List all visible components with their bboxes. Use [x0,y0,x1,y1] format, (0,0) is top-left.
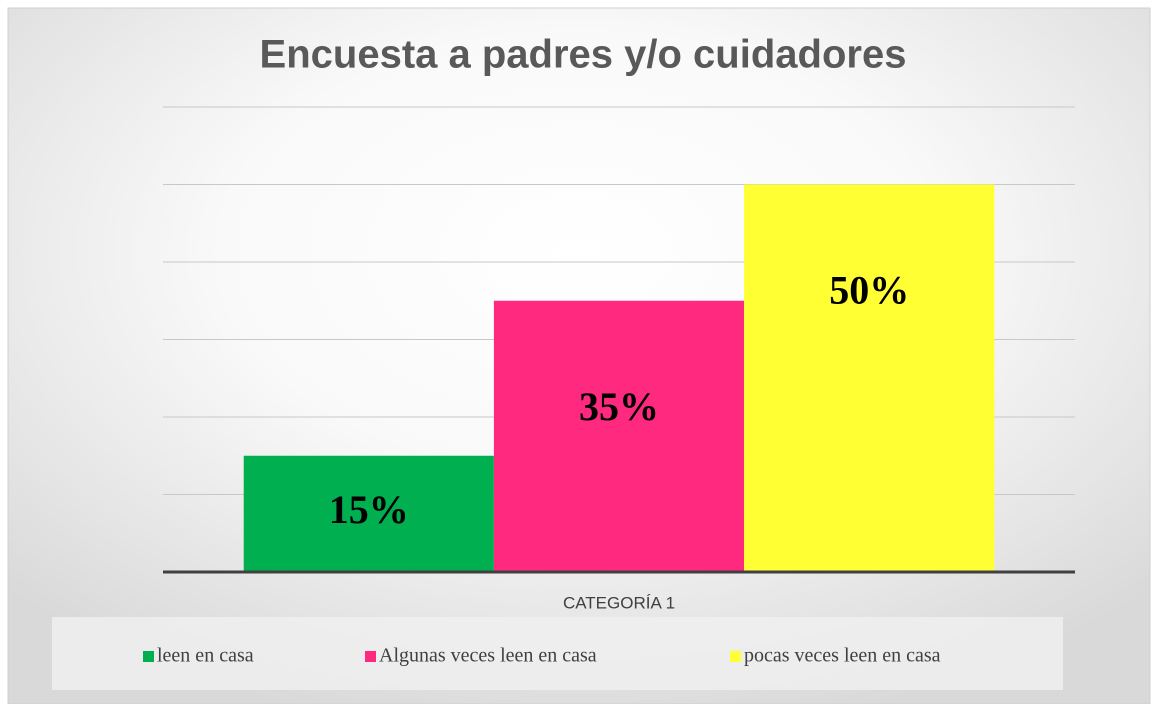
data-label: 15% [329,487,409,532]
legend-label: pocas veces leen en casa [744,645,941,667]
data-label: 50% [829,268,909,313]
bar [744,184,995,572]
legend-box [52,617,1063,690]
legend-label: leen en casa [157,645,254,667]
legend-swatch [730,651,741,662]
legend-swatch [143,651,154,662]
bar [243,455,494,572]
chart-title: Encuesta a padres y/o cuidadores [260,33,907,77]
legend-label: Algunas veces leen en casa [379,645,597,667]
legend-swatch [365,651,376,662]
data-label: 35% [579,384,659,429]
x-tick-label: CATEGORÍA 1 [563,593,675,612]
bar [493,300,745,572]
